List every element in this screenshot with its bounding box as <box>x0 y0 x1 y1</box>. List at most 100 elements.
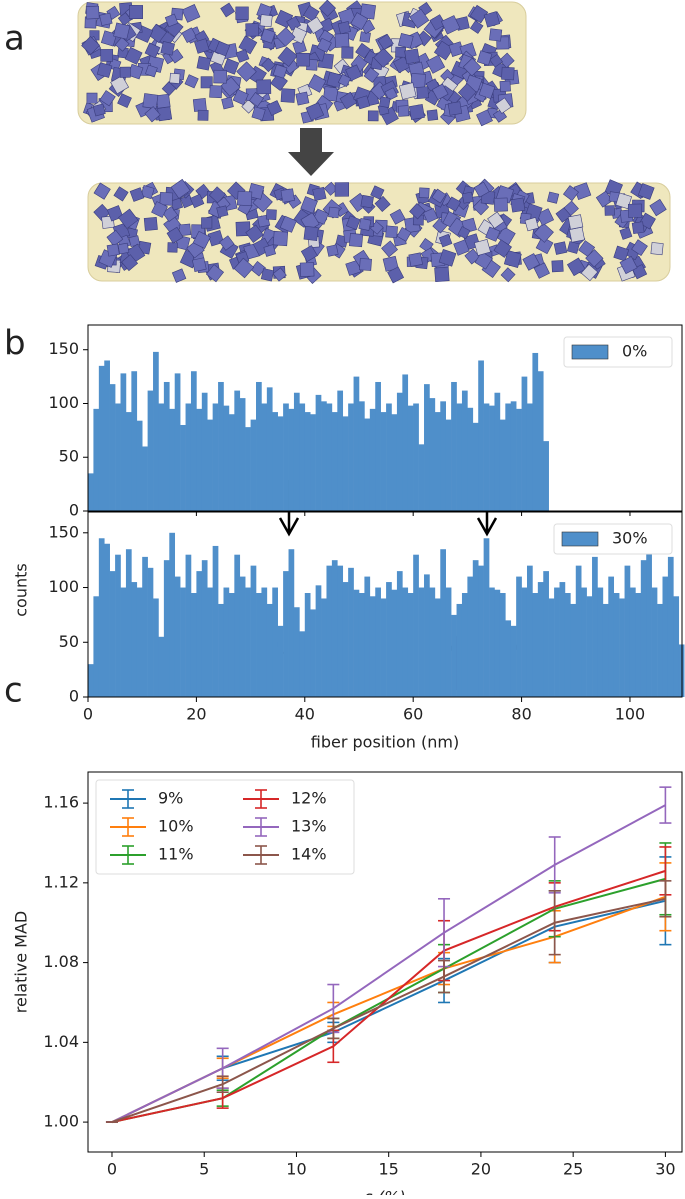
cube <box>429 14 446 31</box>
bar <box>321 598 327 697</box>
bar <box>136 420 143 511</box>
cube <box>166 226 184 244</box>
bar <box>250 565 257 697</box>
bar <box>440 401 447 511</box>
cube <box>385 225 398 239</box>
legend-label: 30% <box>612 529 648 548</box>
error-bar <box>216 1075 229 1093</box>
cube <box>289 26 308 44</box>
bar <box>342 582 349 697</box>
x-tick-label: 5 <box>199 1160 209 1179</box>
legend-swatch <box>571 344 609 360</box>
cube <box>522 253 541 271</box>
cube <box>416 86 430 100</box>
cube <box>312 186 327 202</box>
cube <box>189 193 205 209</box>
legend-frame <box>553 523 673 555</box>
bar <box>315 585 322 697</box>
bar <box>494 589 501 697</box>
axes-frame <box>87 511 683 698</box>
cube <box>300 245 318 262</box>
bar <box>386 582 392 697</box>
cube <box>222 58 240 75</box>
series-line <box>111 877 666 1124</box>
cube <box>167 242 178 253</box>
cube <box>114 36 130 52</box>
cube <box>196 56 212 71</box>
cube <box>192 97 207 112</box>
cube <box>117 93 132 109</box>
cube <box>201 217 213 229</box>
cube <box>649 198 667 217</box>
cube <box>99 12 113 27</box>
bar <box>564 593 571 697</box>
bar <box>570 603 577 697</box>
cube <box>303 225 319 241</box>
cube <box>604 205 615 216</box>
bar <box>499 593 506 697</box>
bar <box>532 352 539 511</box>
bar <box>445 419 452 511</box>
cube <box>334 32 350 48</box>
bar <box>115 554 121 697</box>
bar <box>418 587 425 697</box>
bar <box>250 419 257 511</box>
bar <box>478 360 484 511</box>
y-tick-label: 1.00 <box>43 1112 79 1131</box>
cube <box>349 233 364 248</box>
bar <box>283 571 289 697</box>
series-line <box>111 897 666 1124</box>
bar <box>212 403 219 511</box>
bar <box>521 376 528 511</box>
bar <box>326 565 333 697</box>
cube <box>170 178 191 199</box>
bar <box>169 532 176 697</box>
bar <box>402 587 409 697</box>
cube <box>140 185 155 200</box>
cube <box>124 46 143 65</box>
bar <box>190 371 197 511</box>
cube <box>408 252 423 267</box>
bar <box>592 556 598 697</box>
cube <box>86 92 98 104</box>
bar <box>180 424 186 511</box>
bar <box>597 587 604 697</box>
cube <box>334 182 350 197</box>
cube <box>426 54 446 74</box>
panel-label: a <box>4 19 25 59</box>
cube <box>200 76 213 89</box>
bar <box>461 390 468 511</box>
bar <box>396 392 403 511</box>
cube <box>121 254 139 272</box>
bar <box>510 625 517 697</box>
cube <box>300 196 318 214</box>
cube <box>216 205 229 218</box>
cube <box>619 227 633 240</box>
cube <box>118 208 139 229</box>
cube <box>221 96 234 110</box>
cube <box>397 32 414 49</box>
cube <box>431 188 447 204</box>
legend-label: 9% <box>158 789 183 808</box>
cube <box>569 226 585 243</box>
x-tick-label: 0 <box>83 705 93 724</box>
bar <box>174 373 181 511</box>
cube <box>106 229 124 247</box>
axes-frame <box>87 771 683 1153</box>
legend-label: 14% <box>291 845 327 864</box>
x-tick-label: 15 <box>379 1160 399 1179</box>
cube <box>345 215 361 231</box>
bar <box>142 556 148 697</box>
bar <box>207 419 213 511</box>
cube <box>295 91 310 106</box>
cube <box>487 211 505 229</box>
cube <box>500 267 516 283</box>
cube <box>524 217 539 232</box>
cube <box>219 235 235 251</box>
cube <box>209 85 223 99</box>
bar <box>467 576 474 697</box>
cube <box>469 20 484 34</box>
x-tick-label: 0 <box>107 1160 117 1179</box>
cube <box>170 197 184 211</box>
